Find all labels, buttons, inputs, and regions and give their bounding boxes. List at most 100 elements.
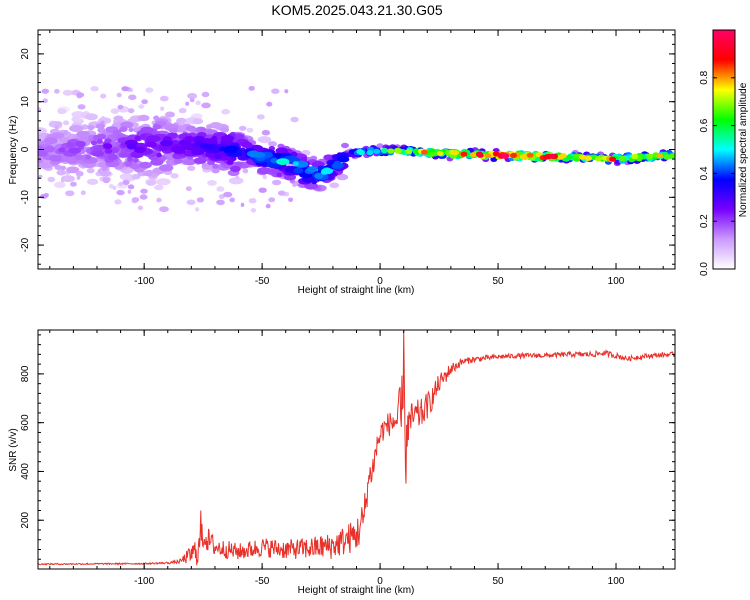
spectrogram-cell: [207, 180, 217, 186]
spectrogram-cell: [314, 173, 324, 179]
spectrogram-cell: [74, 154, 84, 161]
spectrogram-cell: [38, 107, 42, 112]
spectrogram-cell: [373, 148, 381, 154]
spectrogram-cell: [261, 129, 271, 136]
spectrogram-cell: [90, 140, 98, 146]
spectrogram-cell: [145, 87, 154, 93]
spectrogram-cell: [43, 137, 58, 145]
spectrogram-cell: [145, 169, 154, 176]
spectrogram-cell: [160, 139, 174, 147]
spectrogram-cell: [502, 153, 510, 159]
spectrogram-cell: [113, 115, 124, 122]
spectrogram-cell: [669, 153, 675, 159]
spectrogram-cell: [126, 143, 137, 150]
spectrogram-cell: [356, 149, 364, 155]
spectrogram-cell: [185, 186, 192, 192]
snr-xtick-label: -50: [255, 576, 270, 587]
spectrogram-cell: [230, 165, 241, 173]
spectrogram-cell: [70, 181, 77, 187]
spectrogram-cell: [176, 117, 187, 124]
spectrogram-cell: [42, 98, 48, 103]
spectrogram-cell: [212, 163, 219, 169]
snr-xtick-label: 50: [492, 576, 504, 587]
snr-panel: -100 -50 0 50 100 200 400 600 800 Height of stra…: [8, 329, 676, 596]
spectrogram-ytick-label: 0: [20, 146, 31, 152]
spectrogram-cell: [160, 106, 165, 111]
spectrogram-cell: [631, 153, 639, 160]
spectrogram-cell: [100, 93, 107, 99]
spectrogram-cell: [76, 130, 90, 138]
spectrogram-cell: [331, 162, 344, 169]
spectrogram-xtick-label: -50: [255, 276, 270, 287]
spectrogram-cell: [165, 111, 175, 118]
spectrogram-cell: [201, 91, 210, 98]
snr-ytick-label: 600: [20, 414, 31, 431]
colorbar-gradient: [712, 29, 736, 270]
spectrogram-cell: [54, 125, 59, 130]
spectrogram-cell: [220, 127, 230, 133]
spectrogram-cell: [283, 173, 297, 181]
spectrogram-cell: [548, 153, 556, 159]
colorbar-tick-label: 0.0: [699, 262, 710, 276]
spectrogram-cell: [199, 127, 206, 133]
spectrogram-cell: [186, 199, 196, 206]
spectrogram-cell: [127, 157, 134, 162]
spectrogram-ytick-label: 10: [20, 96, 31, 108]
spectrogram-xtick-label: 0: [377, 276, 383, 287]
spectrogram-cell: [44, 146, 56, 153]
spectrogram-cell: [405, 149, 413, 155]
spectrogram-cell: [619, 156, 627, 162]
spectrogram-cell: [221, 108, 231, 115]
spectrogram-cell: [420, 149, 428, 155]
spectrogram-cell: [566, 154, 573, 160]
spectrogram-cell: [484, 153, 492, 159]
spectrogram-cell: [173, 158, 183, 164]
colorbar-label: Normalized spectral amplitude: [738, 82, 749, 217]
spectrogram-cell: [75, 140, 86, 148]
spectrogram-cell: [128, 127, 134, 132]
spectrogram-cell: [68, 147, 82, 154]
spectrogram-cell: [573, 153, 581, 159]
spectrogram-cell: [141, 99, 148, 105]
spectrogram-cell: [646, 153, 654, 159]
spectrogram-ytick-label: 20: [20, 48, 31, 60]
spectrogram-cell: [451, 150, 459, 156]
spectrogram-cell: [182, 158, 197, 166]
spectrogram-ytick-label: -20: [20, 237, 31, 252]
spectrogram-cell: [257, 167, 272, 175]
spectrogram-cell: [229, 197, 235, 203]
spectrogram-cell: [140, 133, 147, 139]
spectrogram-cell: [118, 181, 123, 187]
spectrogram-cell: [460, 151, 468, 157]
spectrogram-cell: [277, 190, 286, 196]
spectrogram-cell: [121, 86, 129, 92]
spectrogram-cell: [119, 126, 128, 132]
colorbar-tick-label: 0.6: [699, 118, 710, 132]
spectrogram-cell: [38, 150, 47, 157]
colorbar-tick-label: 0.8: [699, 70, 710, 84]
spectrogram-cell: [137, 114, 150, 122]
spectrogram-cell: [40, 193, 48, 199]
spectrogram-cell: [258, 187, 267, 193]
spectrogram-cell: [99, 170, 112, 177]
spectrogram-cell: [107, 154, 118, 161]
spectrogram-cell: [526, 152, 534, 158]
spectrogram-cell: [196, 197, 204, 203]
spectrogram-cell: [38, 161, 53, 169]
spectrogram-cell: [56, 169, 67, 176]
spectrogram-cell: [257, 136, 272, 144]
spectrogram-cell: [137, 205, 144, 211]
spectrogram-cell: [77, 104, 86, 110]
spectrogram-cell: [145, 141, 157, 148]
spectrogram-cell: [246, 150, 260, 158]
spectrogram-cell: [86, 167, 95, 174]
colorbar: 0.0 0.2 0.4 0.6 0.8 Normalized spectral ampl…: [699, 29, 749, 276]
spectrogram-cell: [170, 173, 179, 179]
spectrogram-cell: [266, 161, 280, 169]
spectrogram-cell: [156, 197, 162, 203]
spectrogram-cell: [63, 130, 69, 135]
spectrogram-cell: [102, 143, 113, 150]
spectrogram-cell: [216, 199, 225, 206]
